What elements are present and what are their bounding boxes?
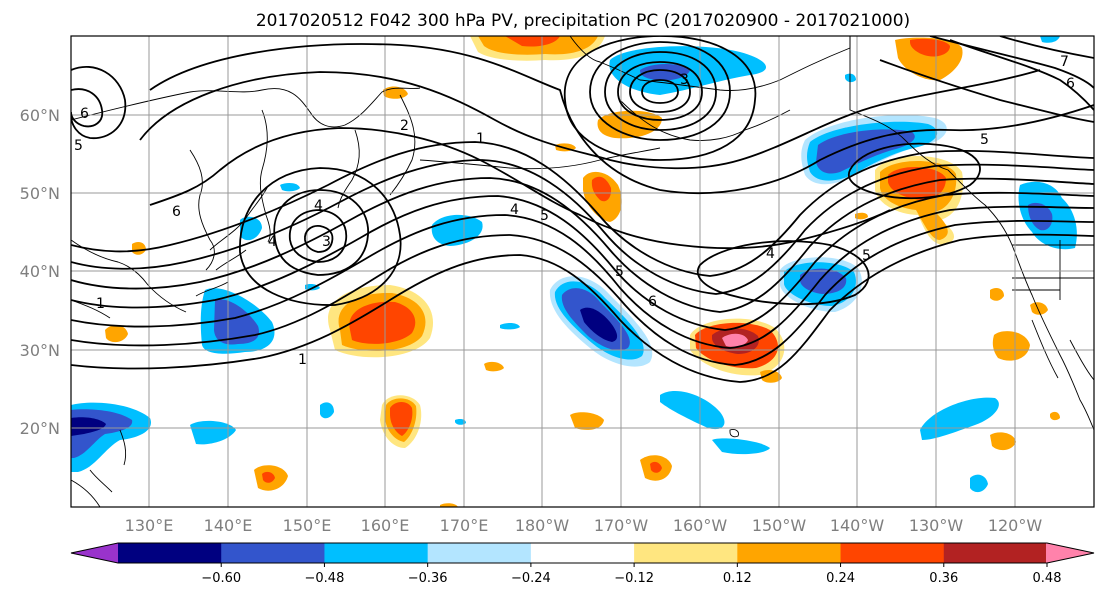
contour-label: 5	[615, 264, 624, 280]
colorbar-extend-low	[71, 543, 119, 563]
lon-label: 160°E	[361, 516, 410, 535]
colorbar-swatch	[118, 543, 222, 563]
contour-label: 6	[1066, 76, 1075, 92]
lon-label: 170°W	[594, 516, 649, 535]
lon-label: 130°E	[125, 516, 174, 535]
colorbar-ticks: −0.60 −0.48 −0.36 −0.24 −0.12 0.12 0.24 0.36 0.4…	[201, 563, 1062, 586]
colorbar-tick-label: 0.36	[929, 571, 958, 586]
colorbar-outline	[70, 542, 1095, 564]
lon-label: 140°E	[204, 516, 253, 535]
lon-label: 170°E	[440, 516, 489, 535]
contour-label: 3	[680, 72, 689, 88]
contour-label: 4	[510, 202, 519, 218]
pv-contours	[71, 36, 1094, 383]
contour-label: 6	[648, 294, 657, 310]
lon-label: 130°W	[909, 516, 964, 535]
latitude-labels: 60°N 50°N 40°N 30°N 20°N	[20, 106, 60, 438]
lon-label: 160°W	[673, 516, 728, 535]
contour-label: 1	[476, 131, 485, 147]
contour-label: 1	[298, 352, 307, 368]
contour-label: 5	[540, 208, 549, 224]
contour-label: 4	[766, 246, 775, 262]
contour-label: 5	[980, 132, 989, 148]
lat-label: 40°N	[20, 262, 60, 281]
colorbar-tick-label: −0.36	[408, 571, 448, 586]
colorbar-swatch	[324, 543, 429, 563]
contour-labels: 1 1 1 2 3 3 4 4 4 4 5 5 5 5 5 6 6 6 6 7	[74, 54, 1075, 368]
contour-label: 7	[1060, 54, 1069, 70]
lon-label: 150°W	[752, 516, 807, 535]
lon-label: 140°W	[830, 516, 885, 535]
contour-label: 6	[172, 204, 181, 220]
coastlines	[71, 36, 1094, 507]
colorbar-tick-label: 0.48	[1033, 571, 1062, 586]
lat-label: 20°N	[20, 419, 60, 438]
map-frame	[70, 35, 1095, 508]
colorbar-swatch	[943, 543, 1048, 563]
colorbar-swatch	[737, 543, 842, 563]
colorbar	[70, 542, 1095, 564]
contour-label: 2	[400, 118, 409, 134]
figure-title: 2017020512 F042 300 hPa PV, precipitatio…	[256, 11, 910, 31]
colorbar-extend-high	[1046, 543, 1094, 563]
contour-label: 1	[96, 296, 105, 312]
colorbar-tick-label: 0.24	[826, 571, 855, 586]
map-area: 1 1 1 2 3 3 4 4 4 4 5 5 5 5 5 6 6 6 6 7	[71, 36, 1094, 507]
contour-label: 4	[268, 234, 277, 250]
contour-label: 5	[74, 138, 83, 154]
colorbar-tick-label: −0.24	[511, 571, 551, 586]
colorbar-tick-label: 0.12	[723, 571, 752, 586]
contour-label: 4	[314, 198, 323, 214]
lon-label: 150°E	[283, 516, 332, 535]
lat-label: 30°N	[20, 341, 60, 360]
lon-label: 120°W	[988, 516, 1043, 535]
contour-label: 6	[80, 106, 89, 122]
longitude-labels: 130°E 140°E 150°E 160°E 170°E 180°W 170°…	[125, 516, 1043, 535]
lon-label: 180°W	[515, 516, 570, 535]
colorbar-tick-label: −0.60	[201, 571, 241, 586]
contour-label: 5	[862, 248, 871, 264]
colorbar-swatch	[840, 543, 945, 563]
colorbar-tick-label: −0.12	[614, 571, 654, 586]
lat-label: 60°N	[20, 106, 60, 125]
colorbar-swatch	[530, 543, 635, 563]
graticule	[71, 36, 1094, 507]
colorbar-tick-label: −0.48	[305, 571, 345, 586]
lat-label: 50°N	[20, 184, 60, 203]
colorbar-swatch	[427, 543, 532, 563]
colorbar-swatch	[221, 543, 326, 563]
contour-label: 3	[322, 234, 331, 250]
colorbar-swatch	[634, 543, 738, 563]
